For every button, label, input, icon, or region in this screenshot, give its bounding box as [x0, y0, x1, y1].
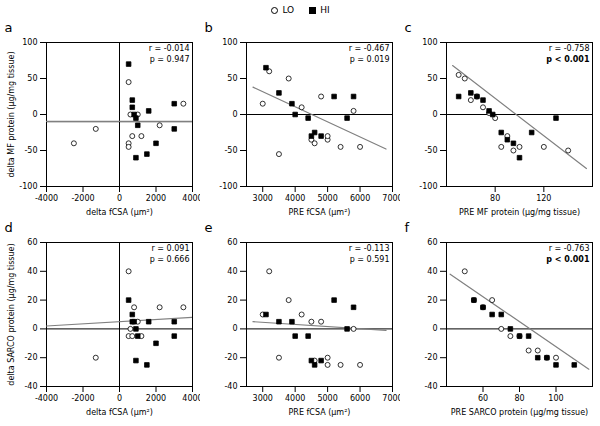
svg-text:100: 100	[422, 38, 437, 47]
svg-text:r = -0.014: r = -0.014	[149, 44, 190, 53]
svg-text:6000: 6000	[350, 394, 370, 403]
svg-text:delta MF protein (μg/mg tissue: delta MF protein (μg/mg tissue)	[7, 51, 16, 177]
svg-text:7000: 7000	[382, 194, 403, 204]
svg-text:50: 50	[427, 74, 437, 83]
svg-text:p = 0.666: p = 0.666	[150, 255, 190, 264]
svg-text:p < 0.001: p < 0.001	[546, 255, 590, 264]
svg-text:60: 60	[27, 238, 37, 247]
svg-text:5000: 5000	[317, 394, 337, 403]
svg-text:PRE fCSA (μm²): PRE fCSA (μm²)	[289, 208, 351, 217]
svg-text:-4000: -4000	[35, 394, 58, 403]
svg-text:-40: -40	[424, 382, 437, 391]
svg-text:60: 60	[427, 238, 437, 247]
svg-text:0: 0	[432, 110, 437, 119]
svg-text:80: 80	[514, 394, 524, 403]
svg-text:80: 80	[490, 194, 500, 203]
svg-text:0: 0	[32, 324, 37, 333]
svg-text:-100: -100	[19, 182, 37, 191]
svg-text:20: 20	[427, 296, 437, 305]
svg-text:d: d	[5, 220, 13, 235]
svg-text:20: 20	[27, 296, 37, 305]
svg-text:PRE MF protein (μg/mg tissue): PRE MF protein (μg/mg tissue)	[459, 208, 580, 217]
svg-text:-40: -40	[24, 382, 37, 391]
svg-text:r = -0.763: r = -0.763	[549, 244, 590, 253]
svg-text:p = 0.947: p = 0.947	[150, 55, 190, 64]
svg-text:2000: 2000	[146, 194, 166, 203]
svg-text:c: c	[405, 20, 412, 35]
html-text:HI: HI	[320, 5, 330, 15]
svg-text:6000: 6000	[350, 194, 370, 203]
svg-text:e: e	[205, 220, 213, 235]
svg-text:-20: -20	[24, 353, 37, 362]
svg-text:0: 0	[432, 324, 437, 333]
svg-text:delta fCSA (μm²): delta fCSA (μm²)	[86, 208, 153, 217]
svg-text:120: 120	[536, 194, 551, 203]
svg-text:-50: -50	[24, 146, 37, 155]
svg-text:4000: 4000	[285, 194, 305, 203]
svg-text:7000: 7000	[382, 394, 403, 404]
svg-text:-20: -20	[424, 353, 437, 362]
svg-text:40: 40	[27, 267, 37, 276]
svg-text:50: 50	[27, 74, 37, 83]
svg-text:4000: 4000	[182, 394, 203, 404]
svg-text:p = 0.591: p = 0.591	[350, 255, 390, 264]
svg-text:40: 40	[227, 267, 237, 276]
svg-text:delta SARCO protein (μg/mg tis: delta SARCO protein (μg/mg tissue)	[7, 243, 16, 385]
svg-text:2000: 2000	[146, 394, 166, 403]
svg-text:4000: 4000	[182, 194, 203, 204]
svg-text:0: 0	[32, 110, 37, 119]
svg-text:4000: 4000	[285, 394, 305, 403]
svg-text:-40: -40	[224, 382, 237, 391]
svg-text:100: 100	[222, 38, 237, 47]
html-text:LO: LO	[282, 5, 295, 15]
svg-text:f: f	[405, 220, 410, 235]
svg-text:b: b	[205, 20, 213, 35]
svg-text:5000: 5000	[317, 194, 337, 203]
svg-text:50: 50	[227, 74, 237, 83]
svg-text:-4000: -4000	[35, 194, 58, 203]
svg-text:p = 0.019: p = 0.019	[350, 55, 390, 64]
svg-text:r = -0.758: r = -0.758	[549, 44, 590, 53]
svg-text:r = 0.091: r = 0.091	[152, 244, 190, 253]
svg-text:60: 60	[227, 238, 237, 247]
svg-text:3000: 3000	[253, 394, 273, 403]
svg-text:p < 0.001: p < 0.001	[546, 55, 590, 64]
svg-text:40: 40	[427, 267, 437, 276]
svg-text:0: 0	[117, 394, 122, 403]
svg-text:-50: -50	[224, 146, 237, 155]
svg-text:0: 0	[117, 194, 122, 203]
svg-text:-20: -20	[224, 353, 237, 362]
svg-text:-100: -100	[419, 182, 437, 191]
svg-text:-100: -100	[219, 182, 237, 191]
svg-text:0: 0	[232, 324, 237, 333]
svg-text:100: 100	[22, 38, 37, 47]
svg-text:-50: -50	[424, 146, 437, 155]
svg-text:20: 20	[227, 296, 237, 305]
svg-text:PRE fCSA (μm²): PRE fCSA (μm²)	[289, 408, 351, 417]
svg-text:r = -0.467: r = -0.467	[349, 44, 390, 53]
svg-text:100: 100	[548, 394, 563, 403]
svg-text:a: a	[5, 20, 13, 35]
svg-text:PRE SARCO protein (μg/mg tissu: PRE SARCO protein (μg/mg tissue)	[451, 408, 588, 417]
svg-text:3000: 3000	[253, 194, 273, 203]
svg-text:-2000: -2000	[71, 194, 94, 203]
svg-text:-2000: -2000	[71, 394, 94, 403]
svg-text:r = -0.113: r = -0.113	[349, 244, 390, 253]
svg-text:delta fCSA (μm²): delta fCSA (μm²)	[86, 408, 153, 417]
svg-text:60: 60	[478, 394, 488, 403]
svg-text:0: 0	[232, 110, 237, 119]
